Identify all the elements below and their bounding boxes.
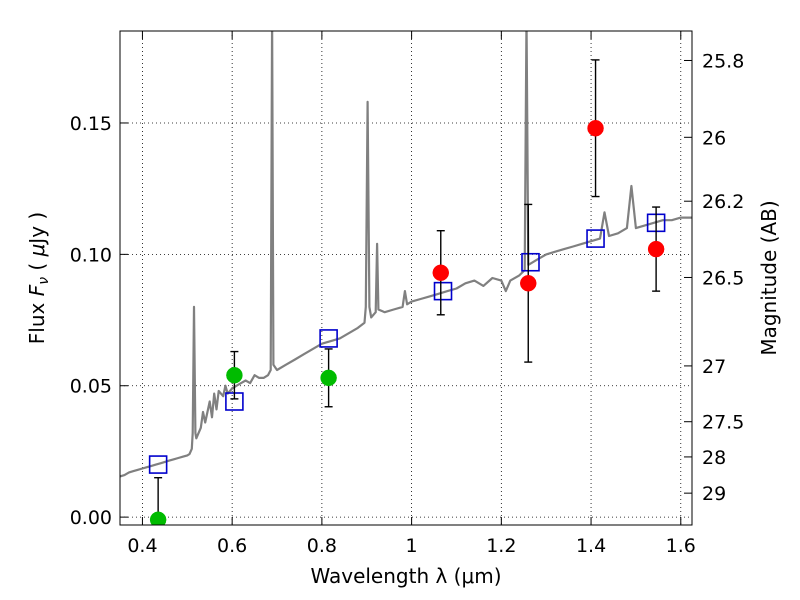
observed-point <box>432 264 450 281</box>
plot-frame <box>119 30 693 526</box>
y2-tick-label: 26.2 <box>702 191 744 213</box>
model-square <box>521 252 540 272</box>
observed-point <box>587 119 604 137</box>
y-label-jy: Jy ) <box>25 212 49 246</box>
template-spectrum <box>120 31 692 478</box>
observed-point <box>226 366 243 384</box>
marker-group <box>320 369 337 387</box>
y-tick-label: 0.10 <box>70 244 112 266</box>
x-tick-label: 1.6 <box>666 535 696 557</box>
y2-tick-label: 27.5 <box>702 412 744 434</box>
y2-tick-label: 29 <box>702 483 726 505</box>
y2-tick-label: 25.8 <box>702 50 744 72</box>
marker-group <box>149 511 167 525</box>
marker-group <box>226 366 243 384</box>
x-axis-label: Wavelength λ (μm) <box>310 564 501 588</box>
y2-tick-label: 26.5 <box>702 267 744 289</box>
model-square <box>586 229 605 248</box>
observed-point <box>149 511 167 525</box>
x-tick-label: 1.2 <box>486 535 516 557</box>
marker-group <box>520 275 537 292</box>
y2-tick-label: 27 <box>702 356 726 378</box>
y-tick-label: 0.15 <box>70 113 112 135</box>
observed-point <box>520 275 537 292</box>
model-square <box>319 329 338 348</box>
marker-group <box>647 240 665 258</box>
observed-point <box>647 240 665 258</box>
y-label-F: F <box>25 284 49 296</box>
x-tick-label: 0.6 <box>217 535 247 557</box>
y-label-nu: ν <box>36 277 52 285</box>
axis-ticks: 0.4 0.6 0.8 1 1.2 1.4 1.6 0.00 0.05 0.10 0.15 25.8 2… <box>70 31 744 557</box>
y-axis-label: Flux Fν ( μJy ) <box>25 212 52 344</box>
marker-group <box>432 264 450 281</box>
x-tick-label: 0.8 <box>307 535 337 557</box>
marker-group <box>587 119 604 137</box>
y-label-mu: μ <box>25 244 49 258</box>
y-tick-label: 0.00 <box>70 507 112 529</box>
x-tick-label: 1.4 <box>576 535 606 557</box>
model-points <box>148 213 666 474</box>
x-tick-label: 1 <box>406 535 418 557</box>
y-label-open: ( <box>25 256 49 277</box>
model-square <box>433 281 453 301</box>
grid <box>120 31 692 525</box>
y2-tick-label: 28 <box>702 447 726 469</box>
spectrum-line <box>120 31 692 478</box>
y-label-flux: Flux <box>25 296 49 344</box>
y2-tick-label: 26 <box>702 127 726 149</box>
y2-axis-label: Magnitude (AB) <box>757 200 781 355</box>
y-tick-label: 0.05 <box>70 376 112 398</box>
model-square <box>148 455 168 474</box>
observed-point <box>320 369 337 387</box>
observed-points <box>149 59 665 525</box>
x-tick-label: 0.4 <box>127 535 157 557</box>
